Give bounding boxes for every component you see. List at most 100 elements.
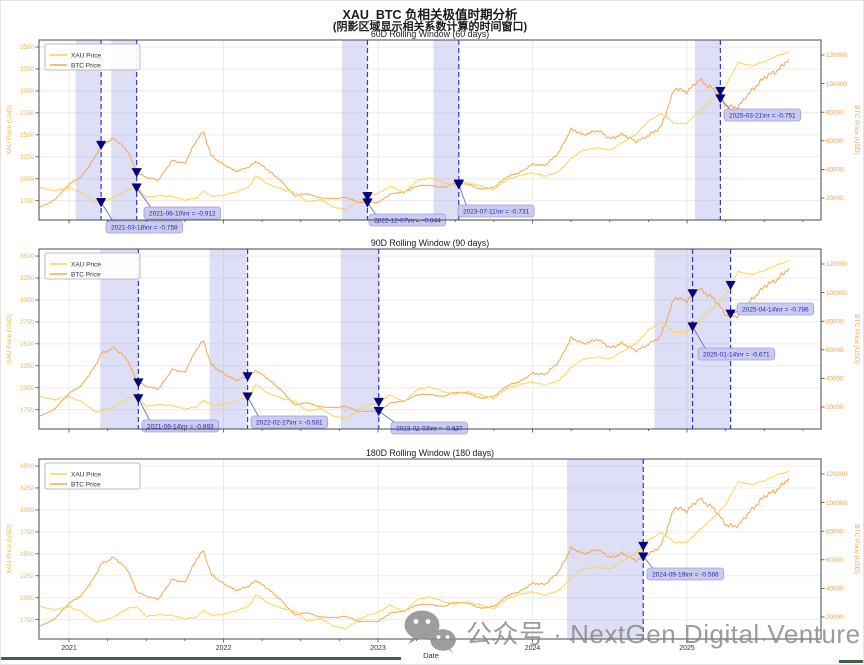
tick-label: 60000 — [826, 138, 844, 145]
gridlines — [39, 249, 821, 429]
annotation-box — [697, 347, 776, 361]
btc-price-line — [38, 58, 790, 209]
gridlines — [39, 40, 821, 220]
plot-border — [38, 39, 822, 221]
y-axis-right-ticks: 120000 100000 80000 60000 40000 20000 — [821, 471, 848, 621]
correlation-window-band — [654, 249, 693, 429]
panel-title: 60D Rolling Window (60 days) — [371, 29, 489, 39]
tick-label: 40000 — [826, 167, 844, 174]
tick-label: 3000 — [20, 297, 35, 304]
tick-label: 2000 — [20, 595, 35, 602]
panel-180d: 2024-09-19\nr = -0.566 3500 3250 3000 2750 25… — [6, 448, 860, 652]
tick-label: 120000 — [826, 261, 848, 268]
extreme-annotation: 2022-02-27\nr = -0.581 — [250, 415, 329, 429]
y-axis-left-label: XAU Price (USD) — [6, 314, 13, 364]
extreme-marker — [453, 179, 464, 189]
panel-title: 180D Rolling Window (180 days) — [366, 448, 494, 458]
plot-background — [39, 249, 821, 429]
extreme-marker — [242, 392, 253, 402]
xau-price-line — [38, 470, 790, 630]
extreme-marker — [715, 94, 726, 104]
annotation-label: 2025-04-14\nr = -0.786 — [742, 307, 809, 314]
y-axis-right-ticks: 120000 100000 80000 60000 40000 20000 — [821, 52, 848, 202]
tick-label: 2750 — [20, 110, 35, 117]
tick-label: 2500 — [20, 132, 35, 139]
tick-label: 60000 — [826, 557, 844, 564]
tick-label: 120000 — [826, 52, 848, 59]
annotation-box — [736, 302, 815, 316]
y-axis-left-ticks: 3500 3250 3000 2750 2500 2250 2000 1750 — [20, 463, 39, 624]
y-axis-right-label: BTC Price (USD) — [853, 524, 860, 573]
tick-label: 3250 — [20, 275, 35, 282]
tick-label: 80000 — [826, 528, 844, 535]
extreme-annotation: 2021-06-14\nr = -0.893 — [141, 419, 220, 433]
extreme-marker — [373, 397, 384, 408]
extreme-annotation: 2024-09-19\nr = -0.566 — [646, 567, 725, 581]
tick-label: 3500 — [20, 253, 35, 260]
tick-label: 1750 — [20, 198, 35, 205]
annotation-box — [143, 206, 222, 220]
annotation-box — [646, 567, 725, 581]
tick-label: 1750 — [20, 407, 35, 414]
tick-label: 20000 — [826, 614, 844, 621]
tick-label: 60000 — [826, 347, 844, 354]
tick-label: 40000 — [826, 376, 844, 383]
extreme-marker — [242, 372, 253, 382]
x-tick-label: 2025 — [679, 645, 695, 652]
figure-subtitle: (阴影区域显示相关系数计算的时间窗口) — [332, 21, 528, 33]
tick-label: 3000 — [20, 88, 35, 95]
annotation-box — [250, 415, 329, 429]
correlation-window-band — [694, 40, 721, 220]
legend-label: XAU Price — [71, 472, 101, 479]
annotation-box — [390, 421, 469, 435]
extreme-annotation: 2023-01-03\nr = -0.837 — [390, 421, 469, 435]
y-axis-right-label: BTC Price (USD) — [853, 105, 860, 154]
annotation-box — [457, 204, 535, 218]
legend-label: XAU Price — [71, 262, 101, 269]
legend: XAU Price BTC Price — [44, 43, 141, 71]
x-tick-label: 2024 — [525, 645, 541, 652]
extreme-annotation: 2025-04-14\nr = -0.786 — [736, 302, 815, 316]
tick-label: 20000 — [826, 195, 844, 202]
tick-label: 2500 — [20, 551, 35, 558]
annotation-label: 2021-06-10\nr = -0.912 — [149, 211, 216, 218]
btc-price-line — [38, 477, 790, 628]
x-tick-label: 2021 — [61, 645, 77, 652]
tick-label: 2750 — [20, 529, 35, 536]
tick-label: 1750 — [20, 617, 35, 624]
extreme-annotation: 2025-01-14\nr = -0.671 — [697, 347, 776, 361]
correlation-window-band — [567, 459, 644, 639]
extreme-marker — [638, 541, 649, 552]
x-tick-label: 2023 — [370, 645, 386, 652]
correlation-window-band — [342, 40, 368, 220]
tick-label: 100000 — [826, 500, 848, 507]
y-axis-right-label: BTC Price (USD) — [853, 314, 860, 363]
legend-box — [44, 252, 141, 280]
extreme-marker — [687, 289, 698, 299]
y-axis-left-label: XAU Price (USD) — [6, 105, 13, 155]
tick-label: 2000 — [20, 385, 35, 392]
extreme-marker — [131, 168, 142, 178]
extreme-marker — [373, 406, 384, 417]
tick-label: 20000 — [826, 404, 844, 411]
correlation-window-band — [692, 249, 731, 429]
extreme-marker — [725, 309, 736, 319]
legend-label: XAU Price — [71, 53, 101, 60]
extreme-marker — [133, 394, 144, 404]
tick-label: 3500 — [20, 44, 35, 51]
extreme-annotation: 2023-07-11\nr = -0.731 — [457, 204, 535, 218]
tick-label: 80000 — [826, 318, 844, 325]
tick-label: 3250 — [20, 485, 35, 492]
extreme-marker — [95, 140, 107, 151]
extreme-marker — [725, 280, 736, 291]
xau-price-line — [38, 260, 790, 420]
extreme-marker — [133, 378, 144, 388]
legend-label: BTC Price — [71, 272, 101, 279]
annotation-label: 2021-06-14\nr = -0.893 — [147, 424, 214, 431]
extreme-marker — [687, 322, 698, 332]
panel-title: 90D Rolling Window (90 days) — [371, 238, 489, 248]
panel-90d: 2021-06-14\nr = -0.893 2022-02-27\nr = -0… — [6, 238, 860, 435]
x-axis-ticks: 2021 2022 2023 2024 2025 — [61, 639, 804, 652]
